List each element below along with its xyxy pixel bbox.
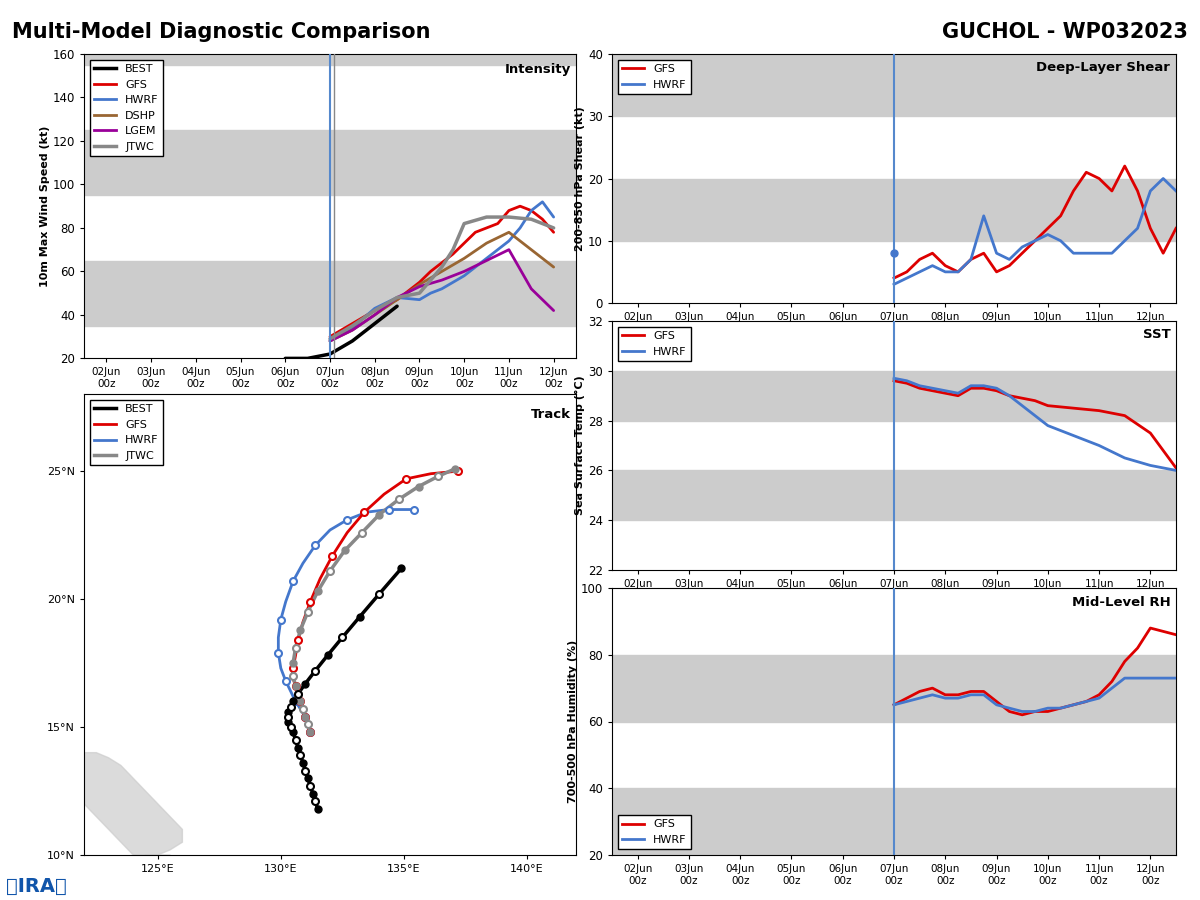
Bar (612, 655, 1176, 722)
Bar (84, 130, 576, 195)
Polygon shape (0, 688, 182, 855)
Bar (84, 260, 576, 326)
Text: GUCHOL - WP032023: GUCHOL - WP032023 (942, 22, 1188, 42)
Bar (612, 471, 1176, 520)
Legend: BEST, GFS, HWRF, DSHP, LGEM, JTWC: BEST, GFS, HWRF, DSHP, LGEM, JTWC (90, 59, 163, 157)
Text: Multi-Model Diagnostic Comparison: Multi-Model Diagnostic Comparison (12, 22, 431, 42)
Bar (612, 178, 1176, 240)
Legend: GFS, HWRF: GFS, HWRF (618, 327, 691, 361)
Y-axis label: 10m Max Wind Speed (kt): 10m Max Wind Speed (kt) (40, 125, 50, 287)
Text: ⒸIRA⛵: ⒸIRA⛵ (6, 877, 67, 896)
Bar (612, 788, 1176, 855)
Y-axis label: Sea Surface Temp (°C): Sea Surface Temp (°C) (575, 375, 586, 516)
Text: Track: Track (532, 409, 571, 421)
Legend: GFS, HWRF: GFS, HWRF (618, 815, 691, 850)
Legend: GFS, HWRF: GFS, HWRF (618, 59, 691, 94)
Y-axis label: 200-850 hPa Shear (kt): 200-850 hPa Shear (kt) (575, 106, 586, 251)
Bar (612, 54, 1176, 116)
Text: SST: SST (1142, 328, 1170, 341)
Text: Mid-Level RH: Mid-Level RH (1072, 596, 1170, 609)
Bar (612, 371, 1176, 420)
Polygon shape (84, 855, 170, 900)
Text: Deep-Layer Shear: Deep-Layer Shear (1037, 61, 1170, 75)
Text: Intensity: Intensity (505, 63, 571, 76)
Y-axis label: 700-500 hPa Humidity (%): 700-500 hPa Humidity (%) (568, 640, 578, 803)
Bar (84, 43, 576, 65)
Legend: BEST, GFS, HWRF, JTWC: BEST, GFS, HWRF, JTWC (90, 400, 163, 465)
